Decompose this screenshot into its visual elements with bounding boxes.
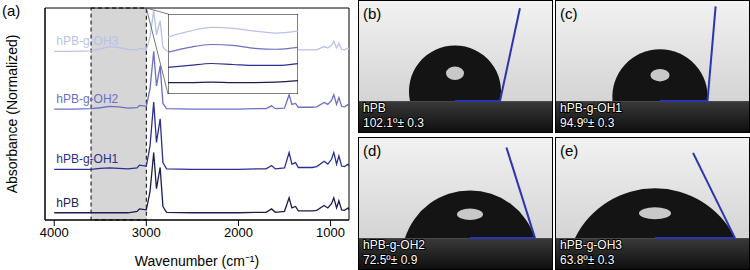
svg-text:hPB-g-OH1: hPB-g-OH1 (560, 101, 622, 115)
svg-text:(c): (c) (560, 5, 578, 22)
svg-text:hPB: hPB (56, 196, 79, 210)
svg-text:72.5º± 0.9: 72.5º± 0.9 (363, 253, 418, 267)
svg-text:hPB-g-OH2: hPB-g-OH2 (56, 92, 118, 106)
html-text:(a): (a) (2, 2, 21, 19)
svg-text:hPB-g-OH3: hPB-g-OH3 (560, 238, 622, 252)
svg-text:hPB-g-OH2: hPB-g-OH2 (363, 238, 425, 252)
svg-text:63.8º± 0.3: 63.8º± 0.3 (560, 253, 615, 267)
svg-text:4000: 4000 (40, 225, 69, 240)
svg-text:102.1º± 0.3: 102.1º± 0.3 (363, 116, 424, 130)
svg-text:94.9º± 0.3: 94.9º± 0.3 (560, 116, 615, 130)
svg-text:3000: 3000 (132, 225, 161, 240)
svg-text:hPB-g-OH3: hPB-g-OH3 (56, 34, 118, 48)
svg-text:(d): (d) (363, 142, 381, 159)
svg-text:(e): (e) (560, 142, 578, 159)
svg-text:(b): (b) (363, 5, 381, 22)
svg-text:2000: 2000 (224, 225, 253, 240)
svg-text:Absorbance (Normalized): Absorbance (Normalized) (4, 35, 20, 194)
svg-text:1000: 1000 (316, 225, 345, 240)
svg-text:Wavenumber (cm⁻¹): Wavenumber (cm⁻¹) (135, 253, 259, 269)
svg-text:hPB: hPB (363, 101, 386, 115)
svg-text:hPB-g-OH1: hPB-g-OH1 (56, 152, 118, 166)
